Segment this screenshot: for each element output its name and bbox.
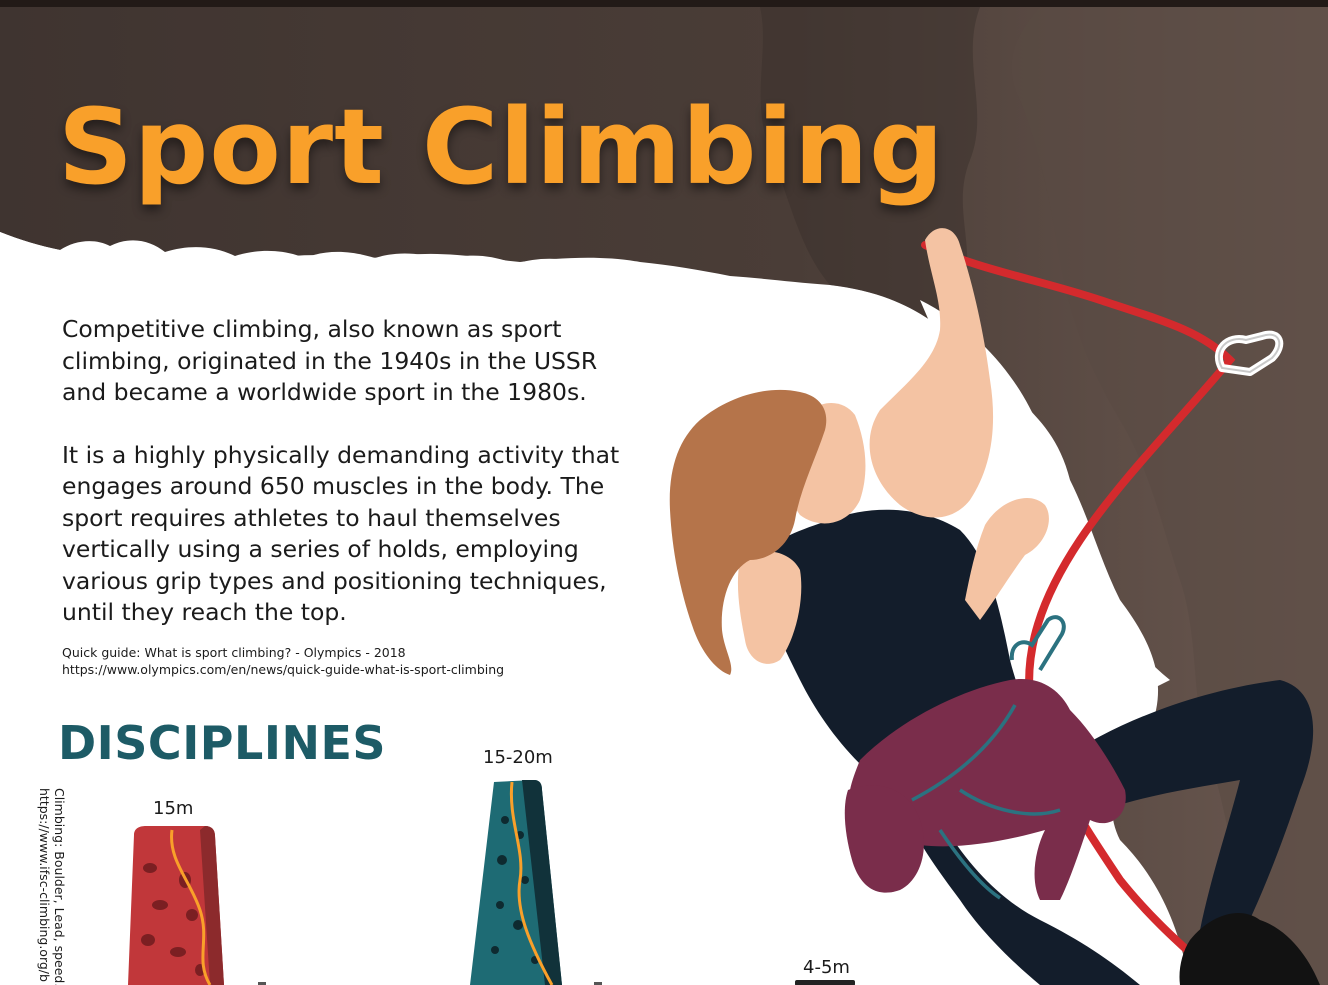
boulder-wall (795, 980, 855, 985)
intro-paragraph-2: It is a highly physically demanding acti… (62, 440, 620, 627)
top-strip (0, 0, 1328, 7)
ground-ticks (258, 982, 602, 985)
side-credit-rotated: Climbing: Boulder, Lead, speed. https://… (37, 788, 67, 985)
carabiner-icon (1009, 615, 1066, 672)
rope (921, 241, 1236, 985)
source-title: Quick guide: What is sport climbing? - O… (62, 645, 406, 660)
harness-gear-loop (911, 704, 1061, 900)
climber-shoulder (737, 551, 802, 664)
rock-wall (0, 7, 1328, 985)
chalk-bag (844, 785, 924, 893)
climber-arm-raised (869, 228, 994, 518)
climber-leg-right (1060, 680, 1314, 940)
side-credit-line-1: Climbing: Boulder, Lead, speed. (52, 788, 67, 985)
climber-hair (669, 389, 827, 675)
side-credit-line-2[interactable]: https://www.ifsc-climbing.org/b (37, 788, 52, 982)
page-title: Sport Climbing (58, 86, 945, 208)
intro-paragraph-1: Competitive climbing, also known as spor… (62, 315, 598, 406)
speed-height-label: 15-20m (483, 747, 553, 768)
climber-shoe (1179, 912, 1320, 985)
disciplines-heading: DISCIPLINES (58, 716, 386, 770)
source-url[interactable]: https://www.olympics.com/en/news/quick-g… (62, 661, 505, 677)
intro-text: Competitive climbing, also known as spor… (62, 314, 642, 629)
boulder-height-label: 4-5m (803, 957, 850, 978)
source-citation: Quick guide: What is sport climbing? - O… (62, 645, 504, 678)
climber-arm-lower (965, 497, 1049, 620)
lead-wall (128, 826, 224, 985)
quickdraw-icon (1215, 330, 1284, 376)
speed-wall (470, 780, 562, 985)
snow-edge (0, 232, 1010, 410)
lead-height-label: 15m (153, 798, 194, 819)
